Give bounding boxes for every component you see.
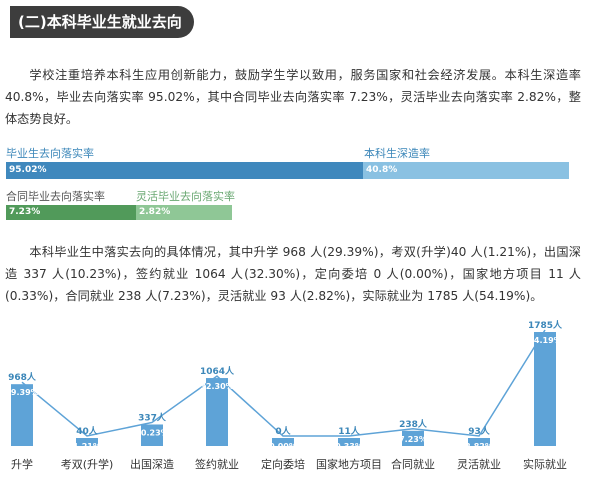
bar-1 (76, 438, 98, 446)
bar-5 (338, 438, 360, 446)
flexible-rate-label: 灵活毕业去向落实率 (136, 190, 235, 203)
category-label-1: 考双(升学) (61, 457, 114, 471)
count-label-5: 11人 (338, 425, 361, 437)
trend-line (21, 329, 546, 437)
contract-rate-label: 合同毕业去向落实率 (6, 190, 105, 203)
count-label-2: 337人 (138, 411, 167, 423)
category-label-6: 合同就业 (391, 457, 435, 471)
bar-4 (272, 438, 294, 446)
graduation-rate-bar: 95.02% (6, 162, 363, 179)
section-title: (二)本科毕业生就业去向 (10, 6, 194, 38)
percent-label-6: 7.23% (399, 435, 427, 444)
percent-label-7: 2.82% (465, 442, 493, 451)
count-label-7: 93人 (468, 425, 491, 437)
category-label-4: 定向委培 (261, 457, 305, 471)
percent-label-3: 32.30% (200, 382, 233, 391)
count-label-1: 40人 (76, 425, 99, 437)
labels-layer: 968人 29.39% 升学 40人 1.21% 考双(升学) 337人 10.23% 出国深造… (5, 319, 567, 471)
percent-label-0: 29.39% (5, 388, 38, 397)
graduation-rate-label: 毕业生去向落实率 (6, 147, 94, 160)
category-label-3: 签约就业 (195, 457, 239, 471)
percent-label-2: 10.23% (135, 428, 168, 437)
percent-label-5: 0.33% (335, 442, 363, 451)
count-label-8: 1785人 (528, 319, 563, 331)
percent-label-8: 54.19% (528, 336, 561, 345)
percent-label-1: 1.21% (73, 442, 101, 451)
bar-7 (468, 438, 490, 446)
count-label-0: 968人 (8, 371, 37, 383)
category-label-8: 实际就业 (523, 457, 567, 471)
count-label-4: 0人 (275, 425, 291, 437)
bar-3 (206, 378, 228, 446)
detail-paragraph: 本科毕业生中落实去向的具体情况，其中升学 968 人(29.39%)，考双(升学… (5, 245, 581, 303)
flexible-rate-bar: 2.82% (136, 205, 232, 220)
count-label-6: 238人 (399, 418, 428, 430)
percent-label-4: 0.00% (269, 442, 297, 451)
category-label-5: 国家地方项目 (316, 457, 382, 471)
trend-line-layer (21, 329, 546, 437)
bar-8 (534, 332, 556, 446)
category-label-2: 出国深造 (130, 457, 174, 471)
bar-6 (402, 430, 424, 446)
further-study-rate-bar: 40.8% (363, 162, 569, 179)
employment-bar-chart: 968人 29.39% 升学 40人 1.21% 考双(升学) 337人 10.23% 出国深造… (5, 319, 567, 471)
bar-0 (11, 384, 33, 446)
count-label-3: 1064人 (200, 365, 235, 377)
category-label-7: 灵活就业 (457, 457, 501, 471)
intro-paragraph: 学校注重培养本科生应用创新能力，鼓励学生学以致用，服务国家和社会经济发展。本科生… (5, 68, 581, 126)
contract-rate-bar: 7.23% (6, 205, 136, 220)
bars-layer (11, 332, 556, 446)
category-label-0: 升学 (11, 457, 33, 471)
bar-2 (141, 424, 163, 446)
further-study-rate-label: 本科生深造率 (364, 147, 430, 160)
